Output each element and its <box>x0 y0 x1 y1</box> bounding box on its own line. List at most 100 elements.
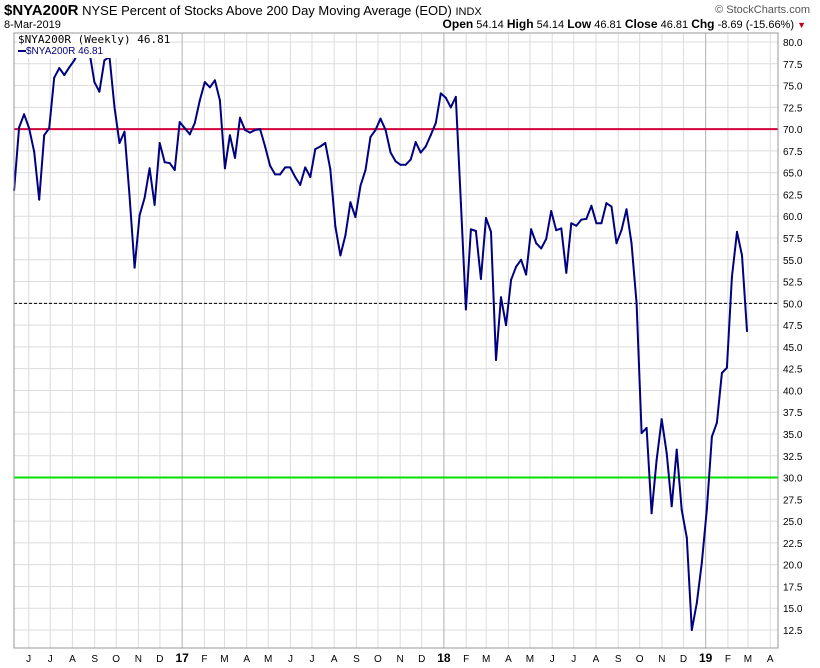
y-tick-label: 77.5 <box>783 60 803 71</box>
data-point <box>58 67 61 70</box>
data-point <box>389 151 392 154</box>
reference-lines <box>14 128 778 479</box>
data-point <box>304 166 307 169</box>
y-axis: 12.5 15.0 17.5 20.0 22.5 25.0 27.5 30.0 32.5 35.0… <box>783 38 803 637</box>
data-point <box>213 79 216 82</box>
chart-date: 8-Mar-2019 <box>4 19 61 31</box>
x-tick-label: D <box>418 654 425 665</box>
x-tick-label: 18 <box>437 651 451 665</box>
data-point <box>429 134 432 137</box>
x-tick-label: A <box>505 654 512 665</box>
y-tick-label: 55.0 <box>783 256 803 267</box>
x-tick-label: O <box>374 654 382 665</box>
low-value: 46.81 <box>594 19 622 31</box>
data-point <box>163 161 166 164</box>
legend: $NYA200R (Weekly) 46.81 $NYA200R 46.81 <box>18 34 171 58</box>
data-point <box>545 237 548 240</box>
data-point <box>244 128 246 131</box>
x-tick-label: M <box>264 654 272 665</box>
legend-series: $NYA200R 46.81 <box>18 46 170 58</box>
data-point <box>148 167 151 170</box>
x-tick-label: N <box>658 654 665 665</box>
data-point <box>725 366 728 369</box>
low-label: Low <box>567 17 592 31</box>
data-point <box>123 130 126 133</box>
data-point <box>655 459 658 462</box>
data-point <box>525 273 528 276</box>
y-tick-label: 65.0 <box>783 169 803 180</box>
data-point <box>203 81 206 84</box>
close-value: 46.81 <box>660 19 689 31</box>
exchange: INDX <box>455 6 482 18</box>
data-point <box>118 142 121 145</box>
x-tick-label: M <box>482 654 490 665</box>
data-point <box>309 176 312 179</box>
y-tick-label: 35.0 <box>783 430 803 441</box>
data-point <box>354 216 357 219</box>
y-tick-label: 12.5 <box>783 626 803 637</box>
data-point <box>570 222 573 225</box>
data-point <box>610 205 613 208</box>
data-point <box>188 133 191 136</box>
symbol: $NYA200R <box>4 2 79 19</box>
x-tick-label: S <box>353 654 360 665</box>
data-point <box>720 372 723 375</box>
data-point <box>153 203 156 206</box>
data-point <box>424 145 427 148</box>
data-point <box>133 266 136 269</box>
x-tick-label: A <box>593 654 600 665</box>
data-point <box>635 302 638 305</box>
data-point <box>294 176 297 179</box>
data-point <box>394 160 397 163</box>
data-point <box>505 324 508 327</box>
data-point <box>555 229 558 232</box>
data-point <box>510 278 513 281</box>
y-tick-label: 17.5 <box>783 582 803 593</box>
description: NYSE Percent of Stocks Above 200 Day Mov… <box>82 3 452 18</box>
data-point <box>63 74 66 77</box>
y-tick-label: 47.5 <box>783 321 803 332</box>
data-point <box>620 229 623 232</box>
y-tick-label: 37.5 <box>783 408 803 419</box>
data-point <box>439 92 442 95</box>
y-tick-label: 80.0 <box>783 38 803 49</box>
data-point <box>314 148 317 151</box>
data-point <box>479 277 482 280</box>
y-tick-label: 67.5 <box>783 147 803 158</box>
data-point <box>605 202 608 205</box>
data-point <box>319 145 322 148</box>
high-value: 54.14 <box>536 19 565 31</box>
x-tick-label: 19 <box>699 651 713 665</box>
y-tick-label: 57.5 <box>783 234 803 245</box>
data-point <box>208 86 211 89</box>
data-point <box>595 222 598 225</box>
data-point <box>469 228 472 231</box>
y-tick-label: 25.0 <box>783 517 803 528</box>
watermark: © StockCharts.com <box>715 4 810 16</box>
x-tick-label: M <box>526 654 534 665</box>
data-point <box>449 106 452 109</box>
data-point <box>38 198 41 201</box>
ohlc-readout: Open 54.14 High 54.14 Low 46.81 Close 46… <box>443 17 806 31</box>
y-tick-label: 60.0 <box>783 212 803 223</box>
data-point <box>409 158 412 161</box>
data-point <box>660 418 663 421</box>
data-point <box>43 134 46 137</box>
data-point <box>379 117 382 120</box>
gridlines <box>14 33 778 648</box>
data-point <box>158 142 161 145</box>
data-point <box>364 169 367 172</box>
data-point <box>329 168 332 171</box>
data-point <box>23 113 26 116</box>
data-point <box>238 116 241 119</box>
y-tick-label: 32.5 <box>783 452 803 463</box>
data-point <box>68 66 71 69</box>
data-point <box>73 59 76 62</box>
x-tick-label: F <box>201 654 207 665</box>
data-point <box>500 296 503 299</box>
data-point <box>670 505 673 508</box>
data-point <box>434 122 437 125</box>
data-point <box>334 225 337 228</box>
data-point <box>575 224 578 227</box>
